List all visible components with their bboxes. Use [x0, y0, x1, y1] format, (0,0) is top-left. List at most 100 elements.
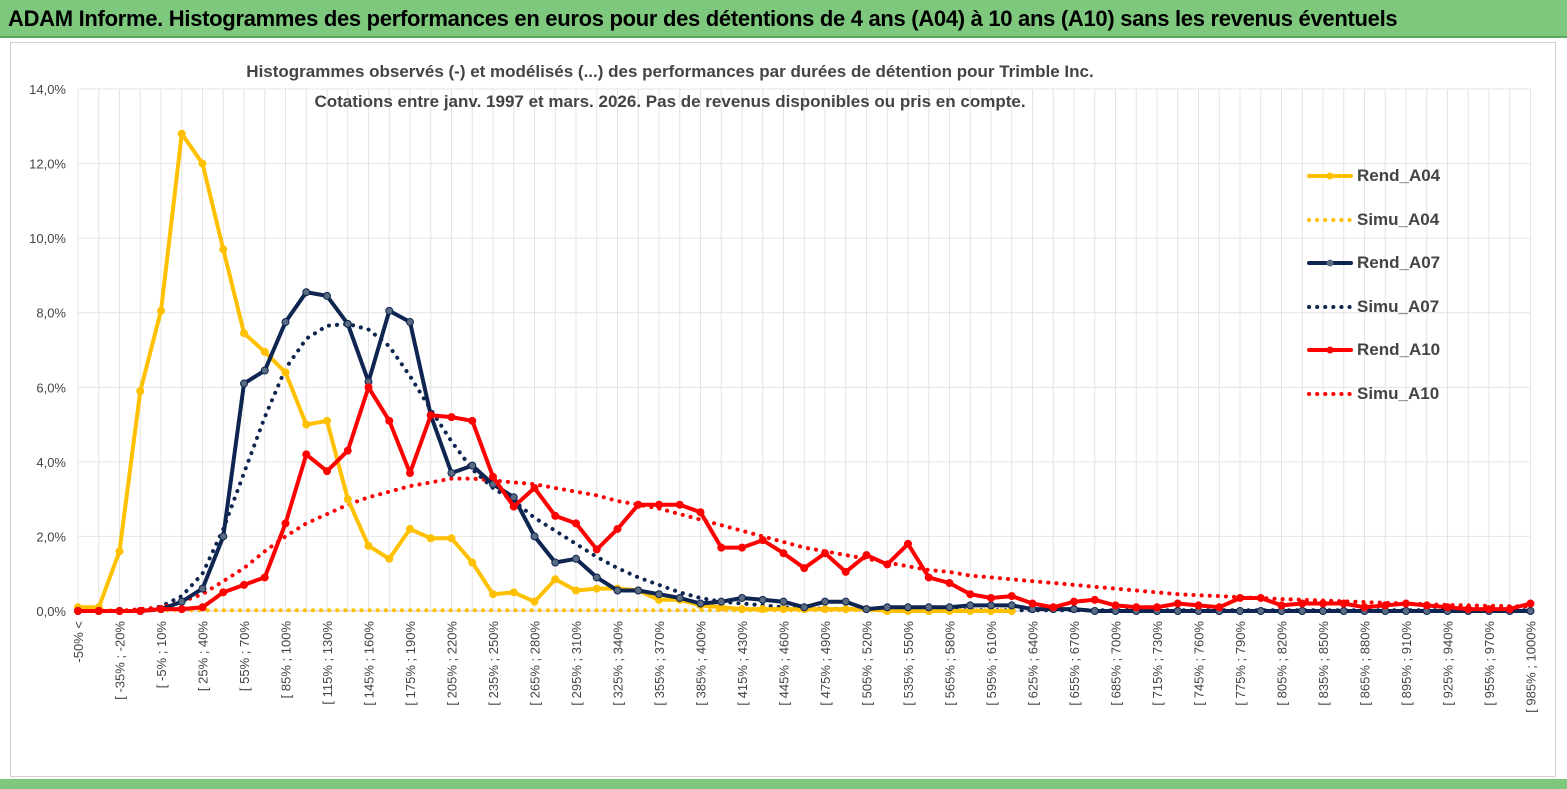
data-point-rend_a04 — [364, 541, 373, 550]
chart-subtitle: Cotations entre janv. 1997 et mars. 2026… — [314, 92, 1026, 111]
data-point-rend_a07 — [1339, 607, 1348, 615]
data-point-rend_a10 — [240, 580, 248, 589]
data-point-rend_a10 — [1443, 603, 1452, 612]
data-point-rend_a10 — [426, 411, 435, 420]
data-point-rend_a10 — [800, 564, 809, 573]
series-line-rend_a04 — [76, 131, 1014, 613]
legend-swatch — [1307, 172, 1353, 180]
data-point-rend_a10 — [675, 500, 684, 509]
y-tick-label: 0,0% — [36, 604, 66, 619]
data-point-rend_a07 — [406, 318, 414, 327]
data-point-rend_a10 — [302, 450, 311, 459]
data-point-rend_a04 — [572, 586, 580, 595]
data-point-rend_a10 — [841, 567, 850, 576]
x-tick-label: [ 565% ; 580% — [943, 621, 958, 706]
data-point-rend_a07 — [675, 593, 684, 602]
x-tick-label: [ 655% ; 670% — [1067, 621, 1082, 706]
data-point-rend_a04 — [136, 387, 145, 396]
x-tick-label: [ 25% ; 40% — [196, 621, 211, 692]
data-point-rend_a07 — [343, 319, 352, 328]
legend-swatch — [1307, 391, 1353, 396]
data-point-rend_a10 — [260, 573, 269, 582]
data-point-rend_a10 — [945, 579, 954, 588]
data-point-rend_a10 — [385, 416, 394, 425]
data-point-rend_a10 — [177, 605, 186, 614]
data-point-rend_a10 — [219, 588, 228, 597]
data-point-rend_a04 — [779, 605, 788, 614]
x-tick-label: [ 805% ; 820% — [1275, 621, 1290, 706]
data-point-rend_a04 — [821, 605, 829, 614]
x-tick-label: [ 835% ; 850% — [1316, 621, 1331, 706]
x-tick-label: [ 55% ; 70% — [237, 621, 252, 692]
page-title: ADAM Informe. Histogrammes des performan… — [8, 6, 1398, 31]
y-tick-label: 14,0% — [29, 82, 66, 97]
data-point-rend_a07 — [572, 554, 580, 563]
data-point-rend_a07 — [281, 318, 290, 327]
data-point-rend_a04 — [551, 575, 560, 584]
y-tick-label: 2,0% — [36, 529, 66, 544]
x-tick-label: [ 355% ; 370% — [652, 621, 667, 706]
data-point-rend_a07 — [302, 288, 311, 297]
data-point-rend_a07 — [945, 603, 954, 612]
data-point-rend_a10 — [551, 511, 560, 520]
x-tick-label: [ 235% ; 250% — [486, 621, 501, 706]
data-point-rend_a04 — [115, 547, 124, 556]
footer-bar — [0, 779, 1567, 789]
data-point-rend_a10 — [613, 524, 622, 533]
data-point-rend_a10 — [1402, 599, 1410, 608]
data-point-rend_a10 — [74, 607, 82, 615]
data-point-rend_a07 — [1319, 607, 1327, 615]
data-point-rend_a04 — [219, 245, 228, 254]
data-point-rend_a10 — [1319, 599, 1327, 608]
data-point-rend_a07 — [1402, 607, 1410, 615]
data-point-rend_a10 — [1360, 603, 1369, 612]
data-point-rend_a10 — [1339, 599, 1348, 608]
data-point-rend_a04 — [323, 416, 331, 425]
x-tick-label: [ 685% ; 700% — [1109, 621, 1124, 706]
data-point-rend_a04 — [260, 347, 269, 356]
legend-swatch — [1307, 217, 1353, 222]
data-point-rend_a10 — [1422, 601, 1431, 610]
x-tick-label: [ 445% ; 460% — [777, 621, 792, 706]
x-tick-label: [ 775% ; 790% — [1233, 621, 1248, 706]
legend-swatch — [1307, 304, 1353, 309]
data-point-rend_a04 — [302, 420, 311, 429]
data-point-rend_a10 — [115, 607, 124, 615]
data-point-rend_a10 — [1049, 603, 1058, 612]
data-point-rend_a04 — [343, 495, 352, 504]
legend-marker — [1326, 172, 1334, 180]
data-point-rend_a10 — [862, 551, 871, 560]
data-point-rend_a10 — [447, 413, 456, 422]
data-point-rend_a10 — [1173, 599, 1182, 608]
y-tick-label: 12,0% — [29, 157, 66, 172]
data-point-rend_a07 — [530, 532, 539, 541]
x-tick-label: [ 175% ; 190% — [403, 621, 418, 706]
y-tick-label: 8,0% — [36, 306, 66, 321]
data-point-rend_a07 — [219, 532, 228, 541]
data-point-rend_a07 — [821, 597, 829, 606]
x-tick-label: [ -35% ; -20% — [113, 621, 128, 700]
data-point-rend_a07 — [613, 586, 622, 595]
x-tick-label: [ -5% ; 10% — [154, 621, 169, 689]
data-point-rend_a04 — [530, 597, 539, 606]
data-point-rend_a04 — [240, 329, 248, 338]
data-point-rend_a10 — [1298, 599, 1307, 608]
data-point-rend_a10 — [1505, 605, 1514, 614]
data-point-rend_a07 — [551, 558, 560, 567]
data-point-rend_a10 — [966, 590, 975, 599]
data-point-rend_a10 — [406, 469, 414, 478]
x-tick-label: [ 955% ; 970% — [1482, 621, 1497, 706]
data-point-rend_a07 — [717, 597, 726, 606]
legend-swatch — [1307, 346, 1353, 354]
data-point-rend_a10 — [1070, 597, 1078, 606]
data-point-rend_a07 — [198, 584, 207, 593]
x-tick-label: [ 505% ; 520% — [860, 621, 875, 706]
legend-label: Simu_A04 — [1357, 209, 1440, 229]
legend-marker — [1326, 346, 1334, 354]
data-point-rend_a04 — [198, 159, 207, 168]
x-tick-label: [ 925% ; 940% — [1441, 621, 1456, 706]
data-point-rend_a10 — [530, 483, 539, 492]
data-point-rend_a10 — [1464, 605, 1473, 614]
x-tick-label: [ 85% ; 100% — [279, 621, 294, 699]
data-point-rend_a07 — [779, 597, 788, 606]
